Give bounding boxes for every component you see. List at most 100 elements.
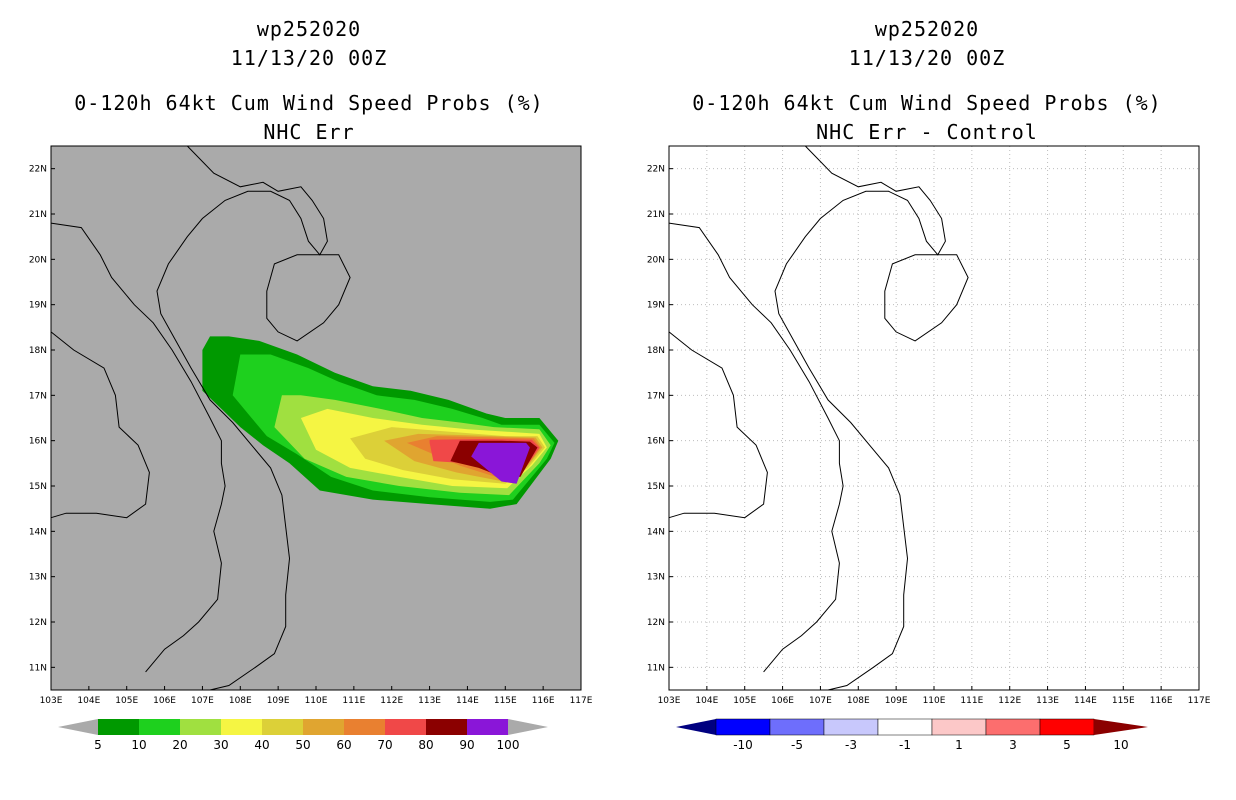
- colorbar-swatch: [385, 719, 426, 735]
- lon-tick-label: 105E: [733, 696, 756, 706]
- colorbar-label: 5: [1063, 738, 1071, 752]
- lat-tick-label: 11N: [29, 663, 47, 673]
- lon-tick-label: 115E: [494, 696, 517, 706]
- lon-tick-label: 106E: [771, 696, 794, 706]
- lat-tick-label: 16N: [647, 437, 665, 447]
- colorbar-end-right: [1094, 719, 1148, 735]
- lat-tick-label: 12N: [29, 618, 47, 628]
- hainan-island: [884, 254, 969, 342]
- lat-tick-label: 15N: [647, 482, 665, 492]
- colorbar-label: 90: [459, 738, 474, 752]
- border-line: [50, 222, 226, 673]
- left-panel: wp252020 11/13/20 00Z 0-120h 64kt Cum Wi…: [29, 17, 593, 752]
- colorbar-swatch: [985, 718, 1041, 736]
- lat-tick-label: 14N: [29, 527, 47, 537]
- hainan-island: [266, 254, 351, 342]
- colorbar-swatch: [98, 719, 139, 735]
- colorbar-label: 20: [172, 738, 187, 752]
- lat-tick-label: 15N: [29, 482, 47, 492]
- border-line: [50, 331, 150, 519]
- lon-tick-label: 116E: [1150, 696, 1173, 706]
- lat-tick-label: 17N: [29, 391, 47, 401]
- colorbar-swatch: [769, 718, 825, 736]
- lat-tick-label: 13N: [29, 573, 47, 583]
- lat-tick-label: 12N: [647, 618, 665, 628]
- lon-tick-label: 115E: [1112, 696, 1135, 706]
- lat-tick-label: 17N: [647, 391, 665, 401]
- lon-tick-label: 106E: [153, 696, 176, 706]
- colorbar-end-left: [676, 719, 716, 735]
- colorbar-label: 50: [295, 738, 310, 752]
- panel-subtitle: NHC Err - Control: [816, 120, 1038, 144]
- lon-tick-label: 113E: [418, 696, 441, 706]
- lon-tick-label: 108E: [229, 696, 252, 706]
- colorbar-label: 3: [1009, 738, 1017, 752]
- colorbar-swatch: [931, 718, 987, 736]
- lat-tick-label: 21N: [29, 210, 47, 220]
- colorbar-swatch: [715, 718, 771, 736]
- colorbar-swatch: [467, 719, 508, 735]
- lon-tick-label: 109E: [885, 696, 908, 706]
- lon-tick-label: 114E: [1074, 696, 1097, 706]
- colorbar-swatch: [1039, 718, 1095, 736]
- border-line: [668, 222, 844, 673]
- lat-tick-label: 22N: [647, 165, 665, 175]
- storm-id: wp252020: [874, 17, 980, 41]
- colorbar-swatch: [221, 719, 262, 735]
- coastline: [156, 145, 328, 691]
- lat-tick-label: 13N: [647, 573, 665, 583]
- datetime: 11/13/20 00Z: [230, 46, 388, 70]
- lon-tick-label: 109E: [267, 696, 290, 706]
- lat-tick-label: 20N: [647, 255, 665, 265]
- lon-tick-label: 103E: [658, 696, 681, 706]
- colorbar-label: 30: [213, 738, 228, 752]
- colorbar-end-left: [58, 719, 98, 735]
- lon-tick-label: 108E: [847, 696, 870, 706]
- lon-tick-label: 104E: [77, 696, 100, 706]
- lon-tick-label: 117E: [570, 696, 593, 706]
- storm-id: wp252020: [256, 17, 362, 41]
- colorbar-label: 100: [497, 738, 520, 752]
- lon-tick-label: 114E: [456, 696, 479, 706]
- colorbar-label: 40: [254, 738, 269, 752]
- colorbar-label: 1: [955, 738, 963, 752]
- coastline: [774, 145, 946, 691]
- colorbar-label: -1: [899, 738, 911, 752]
- panel-subtitle: NHC Err: [263, 120, 355, 144]
- colorbar-label: -10: [733, 738, 753, 752]
- lat-tick-label: 18N: [29, 346, 47, 356]
- colorbar-swatch: [823, 718, 879, 736]
- lat-tick-label: 21N: [647, 210, 665, 220]
- colorbar-label: 80: [418, 738, 433, 752]
- lat-tick-label: 14N: [647, 527, 665, 537]
- lon-tick-label: 107E: [191, 696, 214, 706]
- lat-tick-label: 11N: [647, 663, 665, 673]
- datetime: 11/13/20 00Z: [848, 46, 1006, 70]
- border-line: [668, 331, 768, 519]
- colorbar-swatch: [426, 719, 467, 735]
- colorbar-label: 10: [131, 738, 146, 752]
- right-panel: wp252020 11/13/20 00Z 0-120h 64kt Cum Wi…: [618, 0, 1236, 800]
- lat-tick-label: 19N: [647, 301, 665, 311]
- colorbar-swatch: [877, 718, 933, 736]
- lon-tick-label: 113E: [1036, 696, 1059, 706]
- colorbar-swatch: [303, 719, 344, 735]
- lon-tick-label: 112E: [380, 696, 403, 706]
- lon-tick-label: 110E: [305, 696, 328, 706]
- colorbar-swatch: [262, 719, 303, 735]
- colorbar-swatch: [180, 719, 221, 735]
- lon-tick-label: 111E: [342, 696, 365, 706]
- colorbar-label: 60: [336, 738, 351, 752]
- product-title: 0-120h 64kt Cum Wind Speed Probs (%): [74, 91, 544, 115]
- lat-tick-label: 16N: [29, 437, 47, 447]
- colorbar-label: -5: [791, 738, 803, 752]
- lon-tick-label: 104E: [695, 696, 718, 706]
- colorbar-end-right: [508, 719, 548, 735]
- colorbar-label: 5: [94, 738, 102, 752]
- lat-tick-label: 18N: [647, 346, 665, 356]
- lon-tick-label: 107E: [809, 696, 832, 706]
- probability-map: 103E 104E 105E 106E 107E 108E 109E 110E 111E 112E…: [29, 145, 593, 752]
- lon-tick-label: 103E: [40, 696, 63, 706]
- contour-90: [471, 442, 530, 484]
- colorbar-label: 70: [377, 738, 392, 752]
